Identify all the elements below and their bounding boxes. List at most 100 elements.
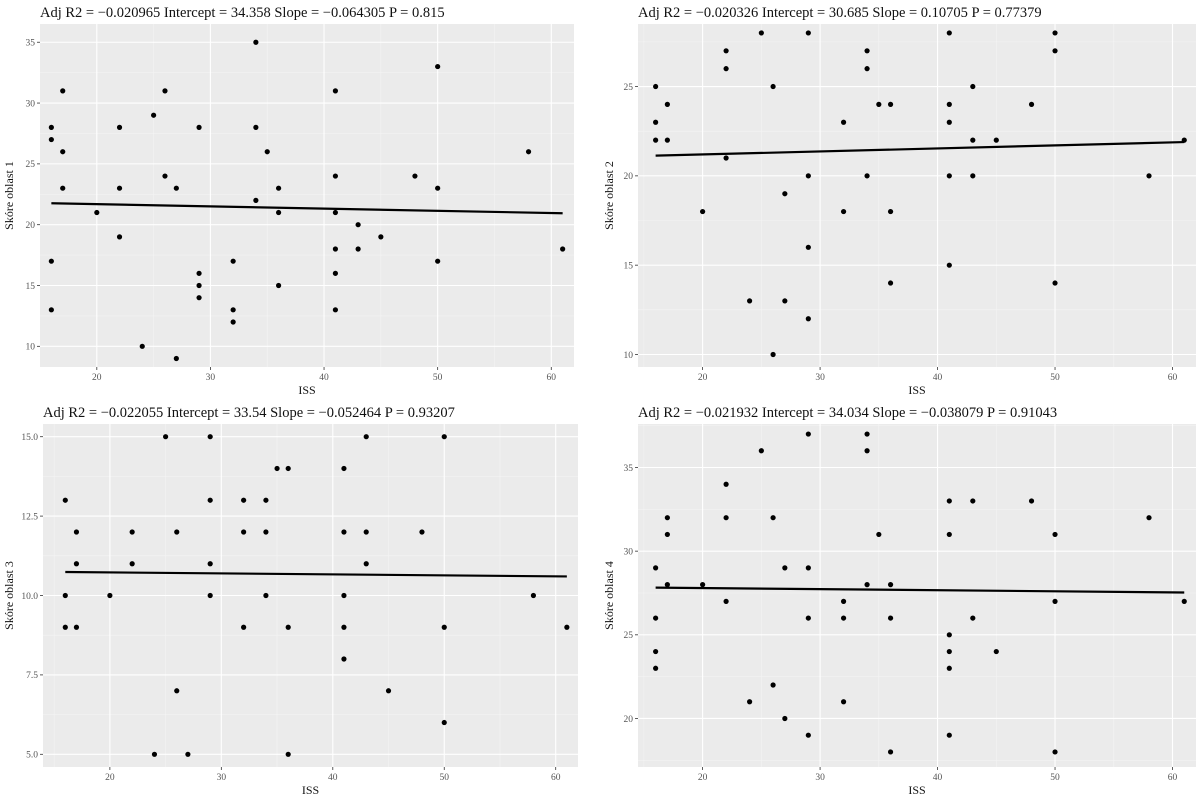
data-point [805,316,811,322]
data-point [253,124,259,130]
y-axis-label: Skóre oblast 3 [2,561,16,630]
x-tick-label: 20 [92,373,102,383]
data-point [355,246,361,252]
data-point [363,529,369,535]
data-point [747,699,753,705]
data-point [805,615,811,621]
data-point [341,624,347,630]
data-point [1146,173,1152,179]
data-point [887,749,894,755]
data-point [758,448,764,454]
data-point [285,624,291,630]
data-point [1052,48,1058,54]
data-point [139,343,145,349]
data-point [275,282,282,289]
data-point [758,30,764,36]
data-point [341,656,347,662]
plot-background [638,424,1196,767]
data-point [241,624,247,630]
data-point [62,497,68,503]
scatter-panel-2: Adj R2 = −0.020326 Intercept = 30.685 Sl… [600,0,1200,400]
data-point [664,531,670,538]
data-point [441,624,447,630]
data-point [970,173,976,179]
data-point [355,222,361,228]
data-point [993,137,999,143]
data-point [1146,515,1152,521]
x-tick-label: 60 [551,773,561,783]
data-point [241,497,247,503]
data-point [723,66,729,72]
y-tick-label: 20 [624,172,634,182]
data-point [62,592,68,599]
x-tick-label: 50 [1050,773,1060,783]
x-tick-label: 60 [1168,773,1178,783]
data-point [946,665,952,671]
x-tick-label: 40 [933,773,943,783]
data-point [341,529,347,535]
data-point [435,63,441,70]
data-point [876,101,882,107]
y-tick-label: 12.5 [21,512,38,522]
data-point [723,481,729,487]
data-point [864,173,870,179]
y-tick-label: 30 [26,99,36,109]
data-point [664,515,670,521]
data-point [230,307,236,313]
scatter-plot-4: Adj R2 = −0.021932 Intercept = 34.034 Sl… [602,405,1196,797]
data-point [700,582,706,588]
data-point [840,699,847,705]
data-point [946,119,952,125]
data-point [840,208,847,215]
data-point [378,234,384,240]
data-point [174,688,180,694]
data-point [653,137,659,143]
data-point [805,30,811,36]
data-point [723,48,729,54]
data-point [263,592,269,599]
y-tick-label: 7.5 [26,671,38,681]
data-point [48,136,54,143]
data-point [864,582,870,588]
data-point [805,431,811,437]
data-point [946,101,952,107]
data-point [162,173,168,179]
data-point [60,149,66,155]
x-axis-label: ISS [298,383,315,397]
data-point [805,565,811,571]
data-point [564,624,570,630]
plot-background [40,24,574,367]
data-point [887,615,894,621]
data-point [653,665,659,671]
data-point [664,582,670,588]
data-point [230,258,236,264]
data-point [970,498,976,504]
data-point [946,732,952,738]
regression-line [655,140,1185,157]
data-point [770,515,776,521]
data-point [840,615,847,621]
data-point [263,497,269,503]
data-point [1052,531,1058,538]
data-point [332,270,339,276]
x-tick-label: 30 [815,373,825,383]
y-tick-label: 10.0 [21,592,38,602]
data-point [441,434,447,440]
data-point [887,101,894,107]
data-point [946,173,952,179]
data-point [62,624,68,630]
y-tick-label: 15 [624,261,634,271]
data-point [48,258,54,264]
data-point [207,561,213,567]
data-point [805,244,811,250]
regression-line [51,202,563,215]
data-point [840,119,847,125]
data-point [173,185,179,191]
data-point [332,173,339,179]
data-point [341,465,347,472]
x-axis-label: ISS [302,783,319,797]
x-tick-label: 50 [433,373,443,383]
scatter-panel-4: Adj R2 = −0.021932 Intercept = 34.034 Sl… [600,400,1200,800]
data-point [653,648,659,655]
x-tick-label: 20 [698,373,708,383]
